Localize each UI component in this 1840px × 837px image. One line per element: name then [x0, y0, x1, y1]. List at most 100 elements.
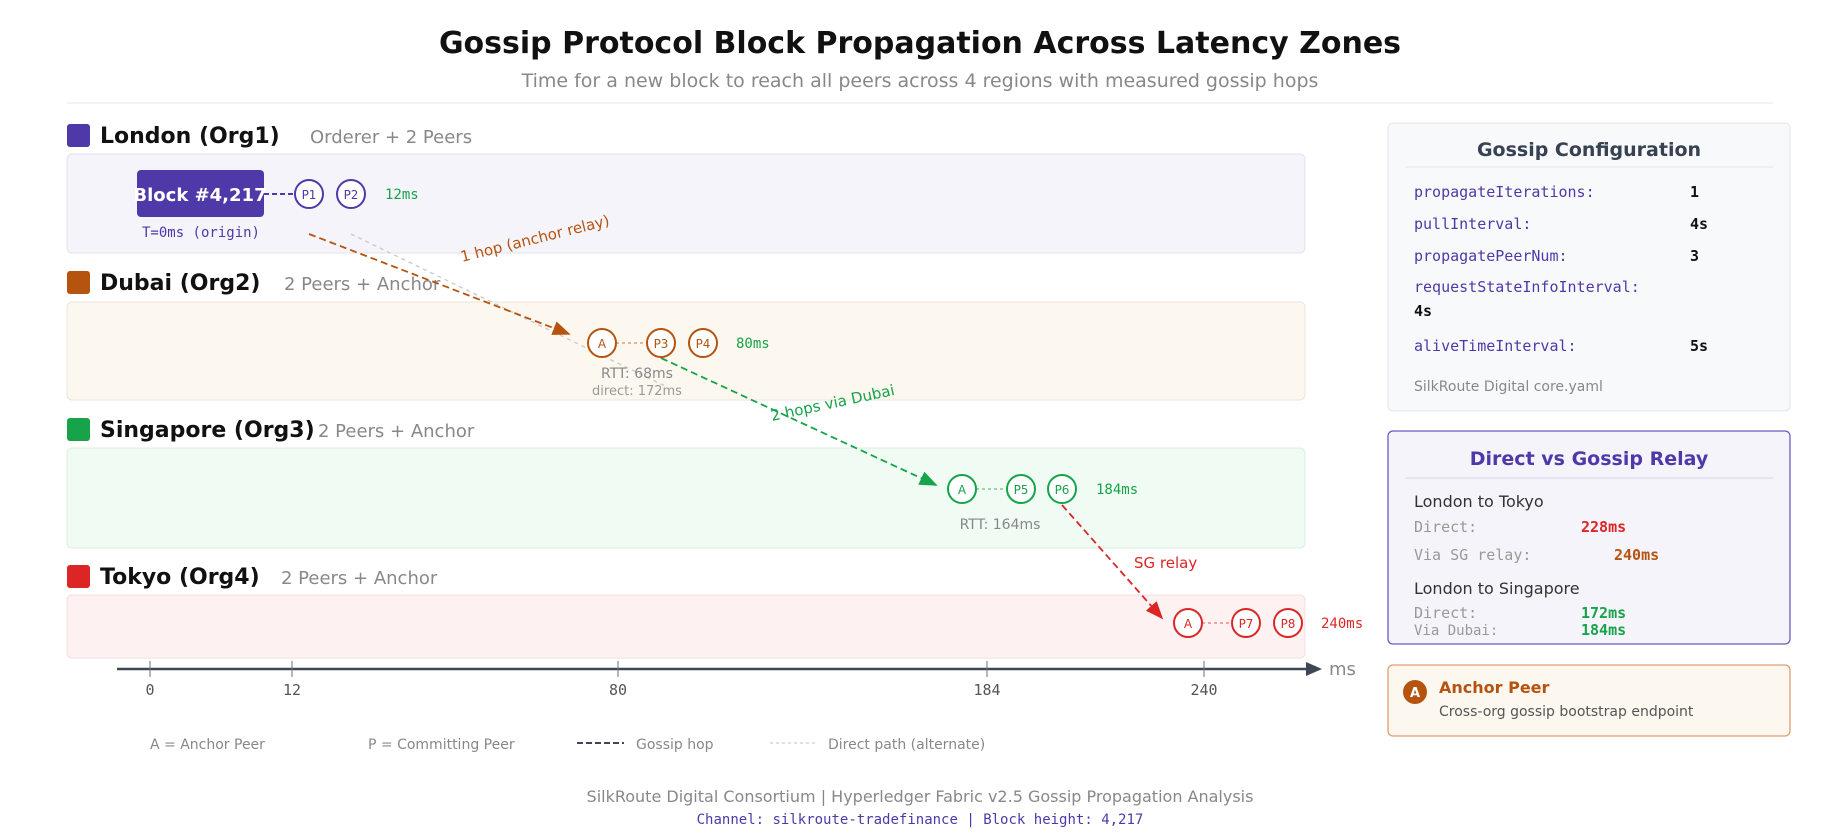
- compare-title: Direct vs Gossip Relay: [1470, 448, 1709, 470]
- svg-text:P2: P2: [344, 188, 359, 202]
- hop-arrow-dubai: [308, 233, 571, 335]
- latency-dubai: 80ms: [736, 336, 770, 352]
- zone-name: Dubai (Org2): [100, 271, 260, 296]
- legend-peer: P = Committing Peer: [368, 737, 515, 753]
- zone-london: London (Org1) Orderer + 2 Peers: [66, 124, 1306, 254]
- peer-node-p4: P4: [688, 328, 718, 358]
- zone-tokyo: Tokyo (Org4) 2 Peers + Anchor: [66, 565, 1306, 659]
- config-key: propagateIterations:: [1414, 183, 1595, 201]
- peer-node-p2: P2: [336, 179, 366, 209]
- svg-text:A: A: [598, 337, 607, 351]
- zone-name: Tokyo (Org4): [100, 565, 260, 590]
- svg-text:P1: P1: [302, 188, 317, 202]
- anchor-node-singapore: A: [947, 474, 977, 504]
- latency-singapore: 184ms: [1096, 482, 1138, 498]
- compare-key: Direct:: [1414, 604, 1477, 622]
- tokyo-swatch: [67, 565, 90, 588]
- direct-vs-relay-panel: Direct vs Gossip Relay London to Tokyo D…: [1387, 430, 1791, 645]
- hop-arrow-tokyo: [1061, 504, 1164, 620]
- axis-tick-label: 0: [145, 681, 154, 699]
- svg-text:A: A: [958, 483, 967, 497]
- zone-dubai: Dubai (Org2) 2 Peers + Anchor: [66, 271, 1306, 401]
- rtt-dubai: RTT: 68ms: [601, 366, 673, 382]
- svg-text:P5: P5: [1014, 483, 1029, 497]
- svg-text:P7: P7: [1239, 617, 1254, 631]
- singapore-swatch: [67, 418, 90, 441]
- rtt-singapore: RTT: 164ms: [960, 517, 1041, 533]
- compare-value: 228ms: [1581, 518, 1626, 536]
- compare-key: Direct:: [1414, 518, 1477, 536]
- block-origin: T=0ms (origin): [142, 225, 260, 241]
- config-value: 4s: [1690, 215, 1708, 233]
- anchor-badge-icon: [1403, 680, 1427, 704]
- svg-text:P3: P3: [654, 337, 669, 351]
- config-key: requestStateInfoInterval:: [1414, 278, 1640, 296]
- zone-lane: [66, 447, 1306, 549]
- compare-key: Via Dubai:: [1414, 623, 1498, 639]
- compare-group-label: London to Singapore: [1414, 579, 1580, 598]
- config-key: pullInterval:: [1414, 215, 1531, 233]
- axis-tick-label: 12: [283, 681, 301, 699]
- anchor-card-desc: Cross-org gossip bootstrap endpoint: [1439, 704, 1694, 720]
- peer-node-p8: P8: [1273, 608, 1303, 638]
- config-value: 4s: [1414, 302, 1432, 320]
- anchor-node-tokyo: A: [1173, 608, 1203, 638]
- svg-text:P4: P4: [696, 337, 711, 351]
- svg-text:P8: P8: [1281, 617, 1296, 631]
- latency-london: 12ms: [385, 187, 419, 203]
- axis-tick-label: 240: [1190, 681, 1217, 699]
- peer-node-p7: P7: [1231, 608, 1261, 638]
- axis-unit: ms: [1329, 659, 1356, 680]
- peer-node-p6: P6: [1047, 474, 1077, 504]
- page-title: Gossip Protocol Block Propagation Across…: [439, 26, 1401, 61]
- footer-line1: SilkRoute Digital Consortium | Hyperledg…: [587, 787, 1254, 806]
- config-key: propagatePeerNum:: [1414, 247, 1568, 265]
- hop-label-tokyo: SG relay: [1134, 554, 1197, 572]
- direct-path-line: [350, 233, 666, 387]
- legend-direct: Direct path (alternate): [828, 737, 985, 753]
- axis-tick-label: 184: [973, 681, 1000, 699]
- zone-singapore: Singapore (Org3) 2 Peers + Anchor: [66, 418, 1306, 549]
- direct-dubai: direct: 172ms: [592, 384, 682, 399]
- peer-node-p1: P1: [294, 179, 324, 209]
- time-axis: ms 0 12 80 184 240: [117, 659, 1356, 699]
- compare-group-label: London to Tokyo: [1414, 492, 1544, 511]
- legend: A = Anchor Peer P = Committing Peer Goss…: [150, 737, 985, 753]
- london-swatch: [67, 124, 90, 147]
- dubai-swatch: [67, 271, 90, 294]
- config-value: 1: [1690, 183, 1699, 201]
- anchor-peer-card: A Anchor Peer Cross-org gossip bootstrap…: [1387, 664, 1791, 737]
- anchor-badge-letter: A: [1410, 686, 1420, 701]
- compare-key: Via SG relay:: [1414, 546, 1531, 564]
- hop-arrow-singapore: [660, 357, 938, 486]
- zone-desc: 2 Peers + Anchor: [318, 421, 475, 442]
- zone-name: London (Org1): [100, 124, 280, 149]
- legend-gossip: Gossip hop: [636, 737, 714, 753]
- page-subtitle: Time for a new block to reach all peers …: [521, 70, 1319, 92]
- config-title: Gossip Configuration: [1477, 139, 1701, 161]
- config-value: 3: [1690, 247, 1699, 265]
- svg-text:P6: P6: [1055, 483, 1070, 497]
- config-footer: SilkRoute Digital core.yaml: [1414, 379, 1603, 395]
- config-value: 5s: [1690, 337, 1708, 355]
- peer-node-p3: P3: [646, 328, 676, 358]
- compare-value: 172ms: [1581, 604, 1626, 622]
- legend-anchor: A = Anchor Peer: [150, 737, 265, 753]
- block-label: Block #4,217: [133, 185, 266, 206]
- zone-desc: 2 Peers + Anchor: [281, 568, 438, 589]
- compare-value: 240ms: [1614, 546, 1659, 564]
- axis-tick-label: 80: [609, 681, 627, 699]
- anchor-node-dubai: A: [587, 328, 617, 358]
- zone-desc: Orderer + 2 Peers: [310, 127, 472, 148]
- svg-text:A: A: [1184, 617, 1193, 631]
- peer-node-p5: P5: [1006, 474, 1036, 504]
- axis-arrow-icon: [1306, 662, 1322, 676]
- compare-value: 184ms: [1581, 621, 1626, 639]
- footer-line2: Channel: silkroute-tradefinance | Block …: [697, 812, 1144, 828]
- zone-lane: [66, 594, 1306, 659]
- zone-lane: [66, 153, 1306, 254]
- anchor-card-title: Anchor Peer: [1439, 678, 1550, 697]
- zone-name: Singapore (Org3): [100, 418, 315, 443]
- gossip-config-panel: Gossip Configuration propagateIterations…: [1387, 122, 1791, 412]
